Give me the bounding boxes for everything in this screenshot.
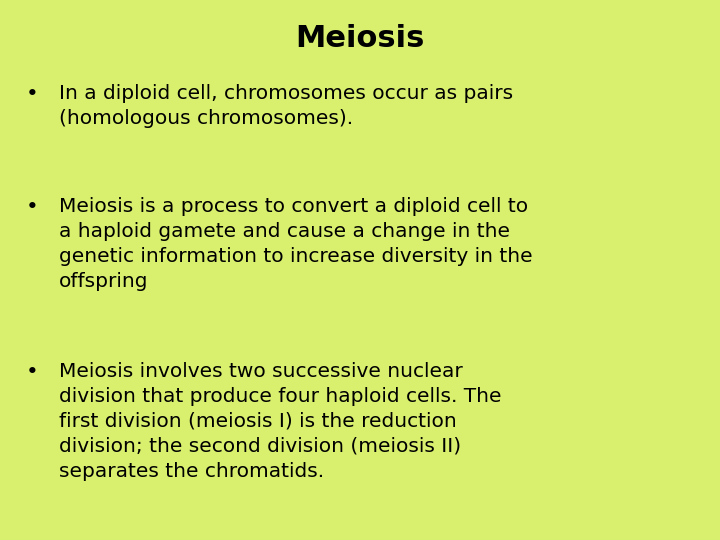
Text: Meiosis is a process to convert a diploid cell to
a haploid gamete and cause a c: Meiosis is a process to convert a diploi…: [59, 197, 533, 291]
Text: In a diploid cell, chromosomes occur as pairs
(homologous chromosomes).: In a diploid cell, chromosomes occur as …: [59, 84, 513, 127]
Text: Meiosis involves two successive nuclear
division that produce four haploid cells: Meiosis involves two successive nuclear …: [59, 362, 502, 481]
Text: •: •: [26, 362, 39, 382]
Text: Meiosis: Meiosis: [295, 24, 425, 53]
Text: •: •: [26, 197, 39, 217]
Text: •: •: [26, 84, 39, 104]
